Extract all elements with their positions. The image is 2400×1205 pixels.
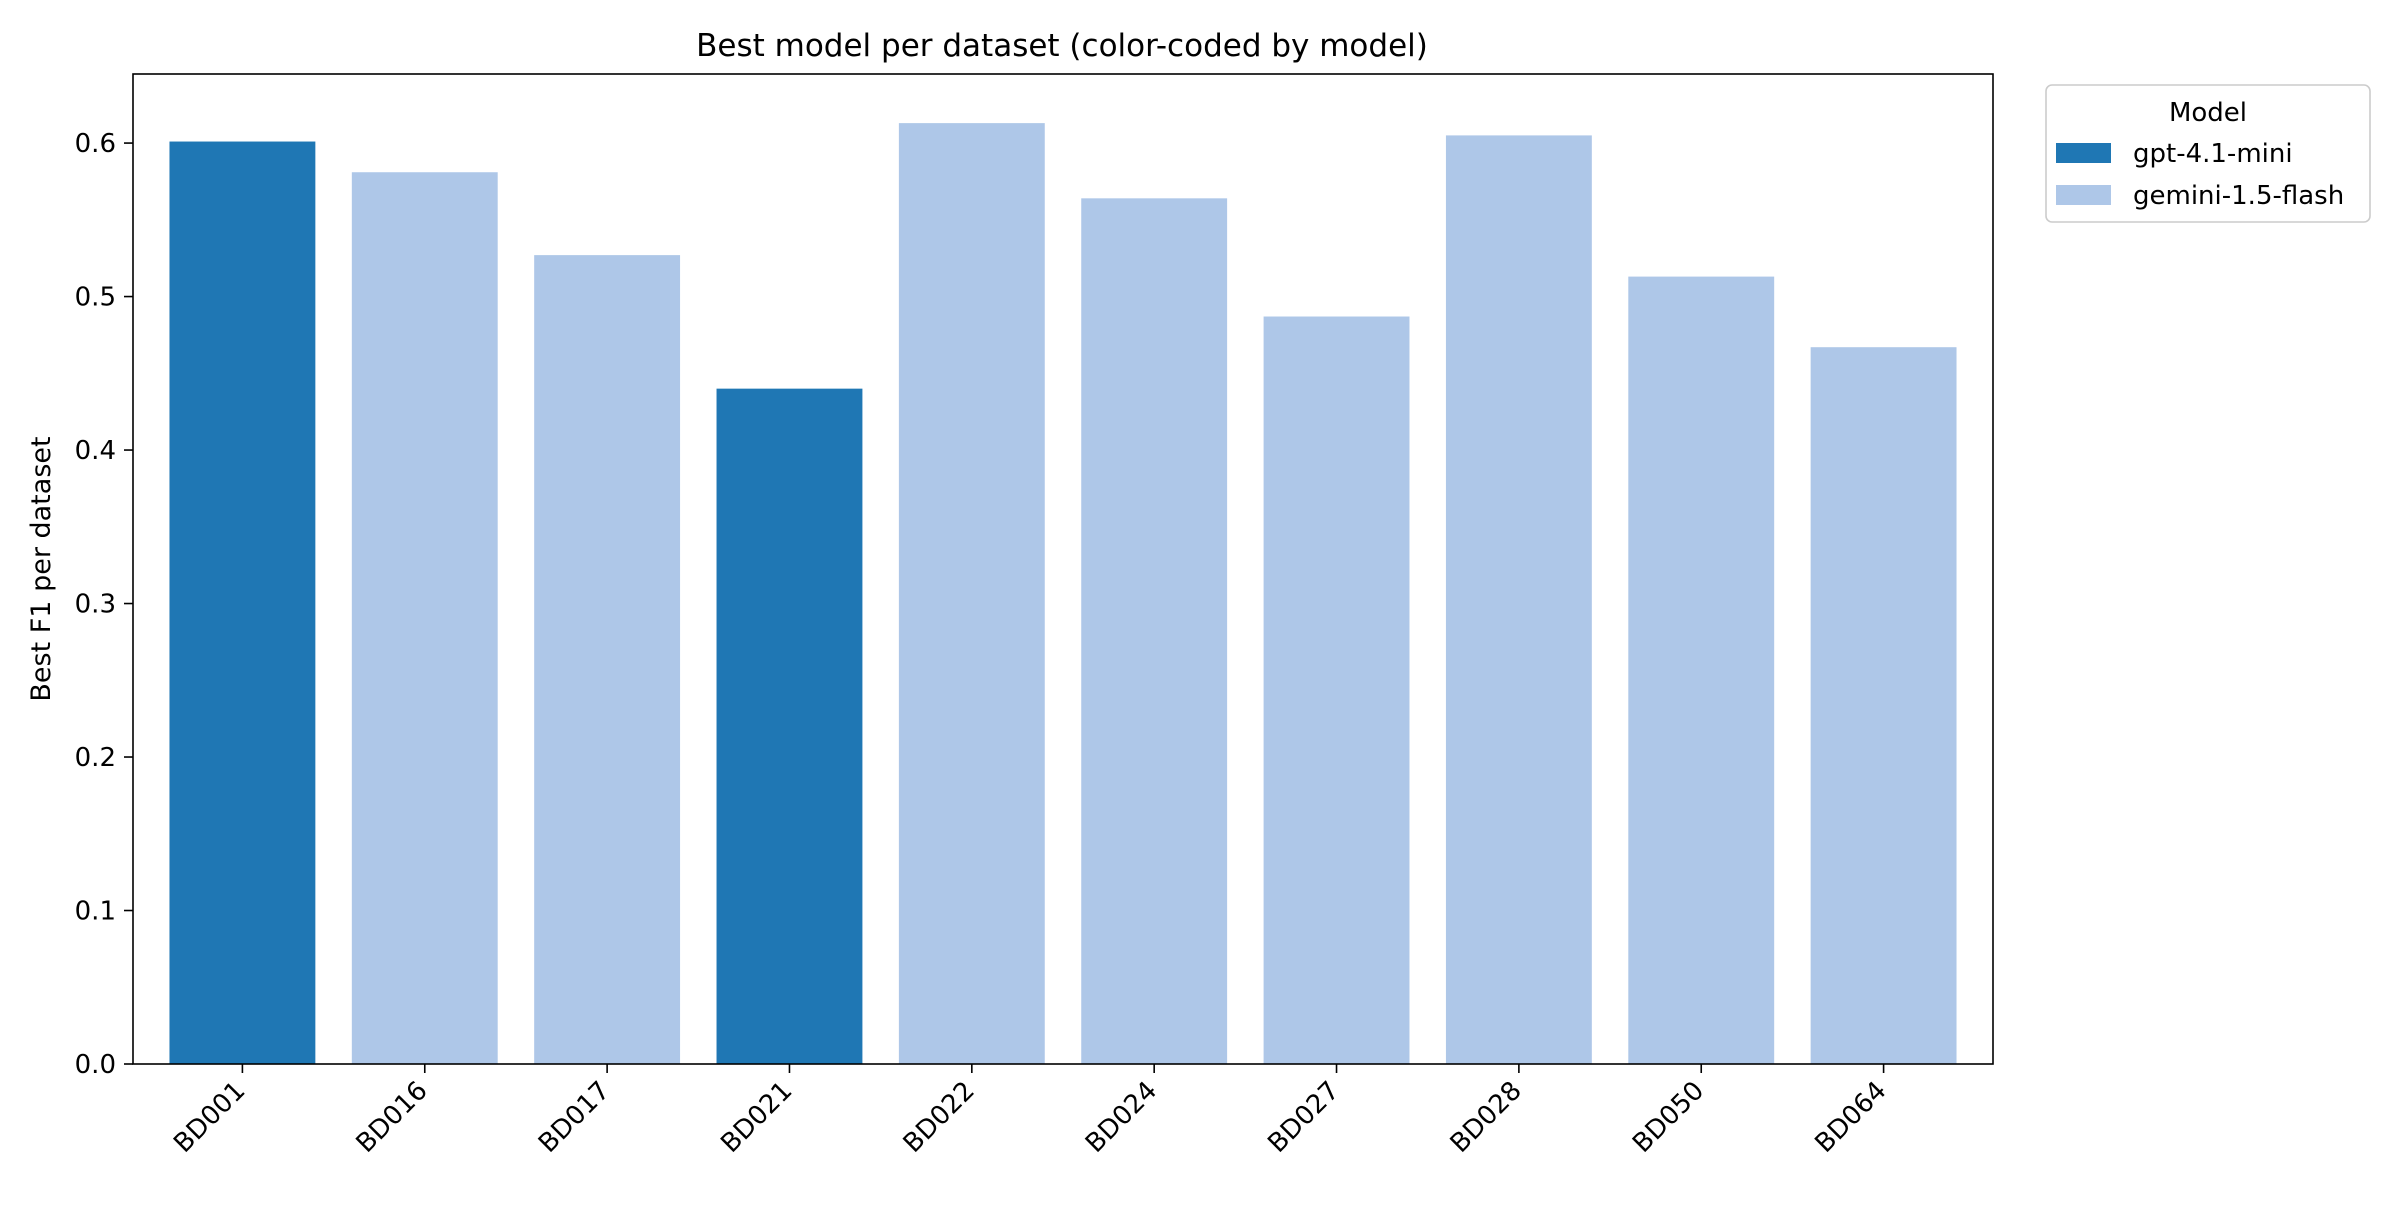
bar-bd050 (1628, 276, 1775, 1065)
y-tick-label-0-1: 0.1 (75, 897, 116, 927)
legend-swatch-gemini-1-5-flash (2056, 185, 2111, 205)
y-tick-label-0-3: 0.3 (75, 590, 116, 620)
bar-bd027 (1263, 316, 1410, 1065)
legend-box (2045, 84, 2371, 223)
legend-swatch-gpt-4-1-mini (2056, 143, 2111, 163)
bar-series (169, 123, 1957, 1065)
bar-bd022 (898, 123, 1045, 1065)
plot-frame (132, 73, 1994, 1065)
y-tick-label-0-5: 0.5 (75, 283, 116, 313)
legend-title: Model (2169, 98, 2247, 128)
y-tick-label-0-6: 0.6 (75, 129, 116, 159)
y-tick-label-0-2: 0.2 (75, 743, 116, 773)
bar-bd064 (1810, 347, 1957, 1064)
bar-bd024 (1081, 198, 1228, 1065)
chart-title: Best model per dataset (color-coded by m… (696, 28, 1428, 64)
bar-bd001 (169, 141, 316, 1064)
y-tick-label-0-4: 0.4 (75, 436, 116, 466)
y-axis-label: Best F1 per dataset (26, 436, 57, 701)
bar-bd016 (351, 172, 498, 1065)
y-axis: 0.0 0.1 0.2 0.3 0.4 0.5 0.6 (75, 129, 133, 1080)
y-tick-label-0-0: 0.0 (75, 1050, 116, 1080)
bar-bd021 (716, 388, 863, 1065)
legend-label-gemini-1-5-flash: gemini-1.5-flash (2133, 181, 2344, 211)
legend-label-gpt-4-1-mini: gpt-4.1-mini (2133, 139, 2293, 169)
bar-bd017 (534, 255, 681, 1064)
legend: Model gpt-4.1-mini gemini-1.5-flash (2045, 84, 2371, 223)
bar-bd028 (1445, 135, 1592, 1064)
